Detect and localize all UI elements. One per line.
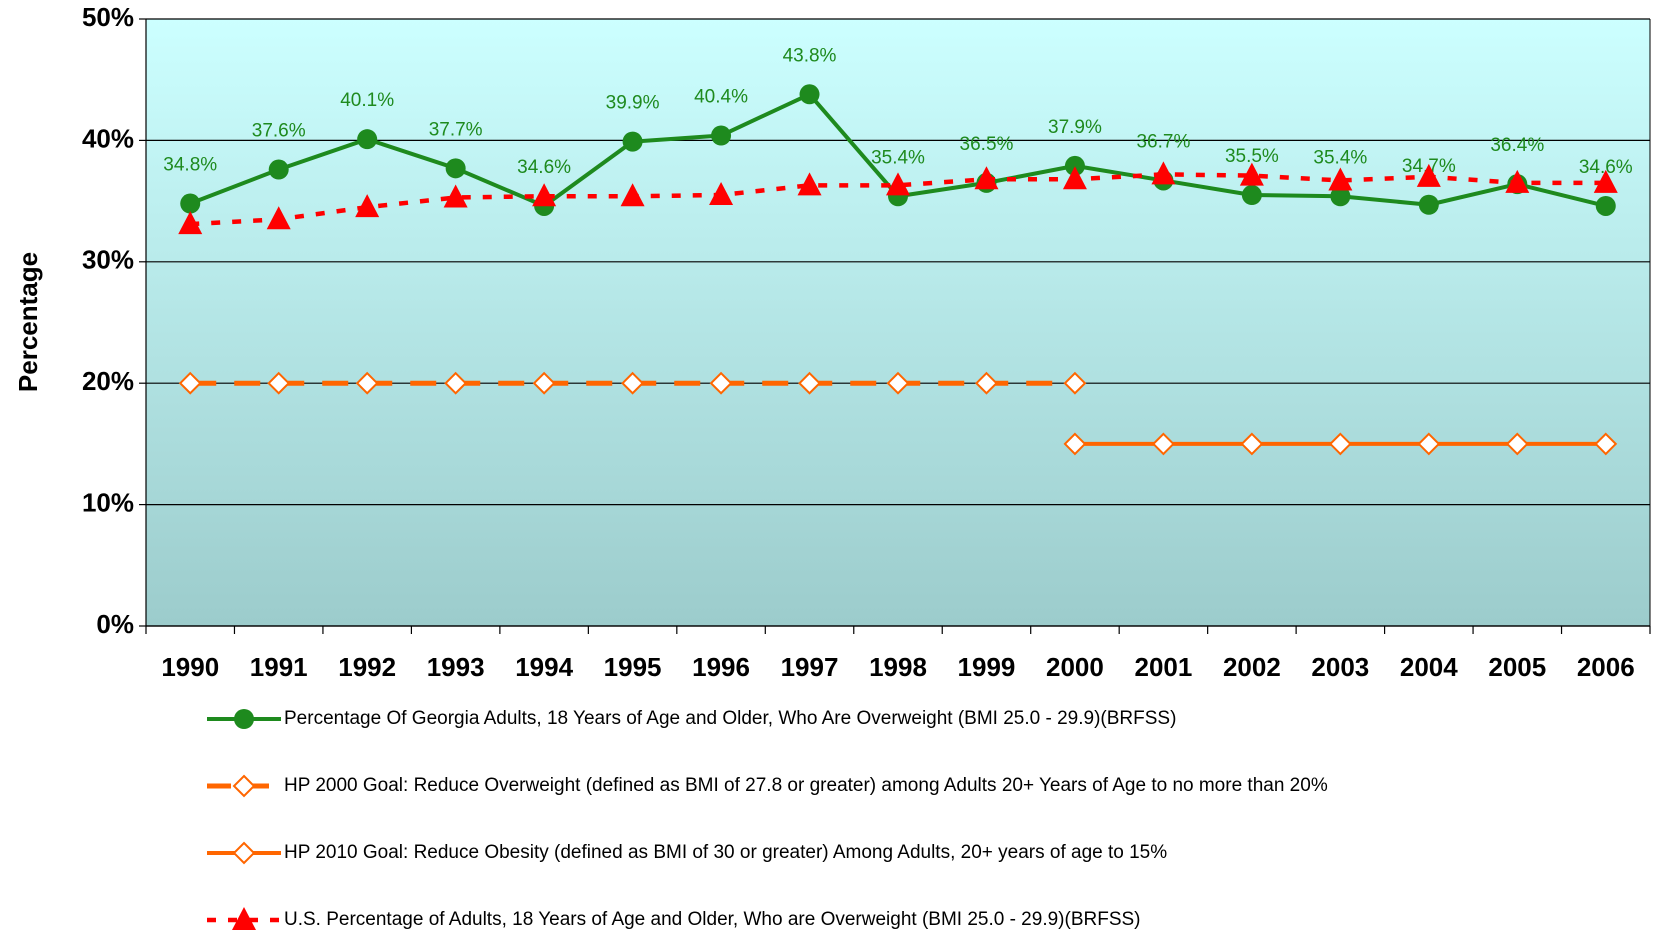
x-tick-label: 2005 <box>1488 652 1546 682</box>
marker <box>266 206 291 230</box>
marker <box>886 172 910 196</box>
marker <box>622 131 643 152</box>
marker <box>1593 169 1618 193</box>
marker <box>1151 161 1176 185</box>
x-tick-label: 1995 <box>604 652 662 682</box>
marker <box>1062 166 1087 190</box>
y-axis-label: Percentage <box>13 252 43 392</box>
marker <box>798 371 821 395</box>
marker <box>886 371 910 395</box>
y-tick-label: 40% <box>82 123 134 153</box>
marker <box>1417 432 1441 456</box>
marker <box>709 182 734 206</box>
data-label: 35.5% <box>1225 146 1279 167</box>
marker <box>1240 432 1264 456</box>
data-label: 37.6% <box>252 121 306 142</box>
marker <box>444 371 468 395</box>
data-label: 36.7% <box>1136 131 1190 152</box>
marker <box>178 371 202 395</box>
x-tick-label: 1992 <box>338 652 396 682</box>
marker <box>1328 432 1352 456</box>
x-tick-label: 2001 <box>1134 652 1192 682</box>
x-tick-label: 1993 <box>427 652 485 682</box>
data-label: 35.4% <box>871 147 925 168</box>
data-label: 37.9% <box>1048 117 1102 138</box>
data-label: 43.8% <box>783 45 837 66</box>
marker <box>799 84 820 105</box>
series-line <box>190 172 1606 227</box>
marker <box>1505 169 1530 193</box>
marker <box>232 774 256 798</box>
y-tick-label: 50% <box>82 2 134 32</box>
data-label: 39.9% <box>606 93 660 114</box>
marker <box>1064 155 1085 176</box>
legend-label: Percentage Of Georgia Adults, 18 Years o… <box>284 708 1176 729</box>
data-label: 34.8% <box>163 155 217 176</box>
legend-label: HP 2010 Goal: Reduce Obesity (defined as… <box>284 842 1167 863</box>
data-label: 34.6% <box>517 157 571 178</box>
marker <box>1239 162 1264 186</box>
legend-label: HP 2000 Goal: Reduce Overweight (defined… <box>284 775 1328 796</box>
x-tick-label: 1991 <box>250 652 308 682</box>
marker <box>357 129 378 150</box>
marker <box>355 194 380 218</box>
plot-area <box>146 19 1650 626</box>
marker <box>711 125 732 146</box>
marker <box>532 371 556 395</box>
y-tick-label: 10% <box>82 487 134 517</box>
marker <box>267 371 291 395</box>
x-tick-label: 2006 <box>1577 652 1635 682</box>
x-tick-label: 1997 <box>781 652 839 682</box>
marker <box>232 907 256 930</box>
marker <box>1505 432 1529 456</box>
marker <box>355 371 379 395</box>
x-tick-label: 2004 <box>1400 652 1458 682</box>
marker <box>1330 186 1351 207</box>
marker <box>797 172 822 196</box>
data-label: 40.4% <box>694 87 748 108</box>
legend-label: U.S. Percentage of Adults, 18 Years of A… <box>284 909 1141 930</box>
marker <box>445 158 466 179</box>
marker <box>1151 432 1175 456</box>
y-tick-label: 20% <box>82 366 134 396</box>
x-tick-label: 2002 <box>1223 652 1281 682</box>
marker <box>974 166 999 190</box>
marker <box>268 159 289 180</box>
marker <box>975 371 998 395</box>
x-tick-label: 1994 <box>515 652 573 682</box>
data-label: 40.1% <box>340 90 394 111</box>
marker <box>232 841 256 865</box>
marker <box>1416 163 1441 187</box>
marker <box>1595 195 1616 216</box>
marker <box>178 211 203 235</box>
marker <box>1063 432 1087 456</box>
data-label: 36.5% <box>960 134 1014 155</box>
x-tick-label: 1998 <box>869 652 927 682</box>
marker <box>1418 194 1439 215</box>
marker <box>1594 432 1618 456</box>
x-tick-label: 2000 <box>1046 652 1104 682</box>
marker <box>1063 371 1087 395</box>
y-tick-label: 0% <box>96 609 134 639</box>
marker <box>620 183 645 207</box>
y-tick-label: 30% <box>82 245 134 275</box>
data-label: 35.4% <box>1313 147 1367 168</box>
x-tick-label: 1996 <box>692 652 750 682</box>
marker <box>621 371 645 395</box>
marker <box>709 371 733 395</box>
x-tick-label: 1990 <box>161 652 219 682</box>
data-label: 37.7% <box>429 119 483 140</box>
x-tick-label: 2003 <box>1311 652 1369 682</box>
data-label: 34.6% <box>1579 157 1633 178</box>
marker <box>180 193 201 214</box>
x-tick-label: 1999 <box>958 652 1016 682</box>
marker <box>234 709 254 729</box>
marker <box>1241 185 1262 206</box>
marker <box>532 183 557 207</box>
data-label: 36.4% <box>1490 135 1544 156</box>
marker <box>1328 167 1353 191</box>
marker <box>443 184 468 208</box>
